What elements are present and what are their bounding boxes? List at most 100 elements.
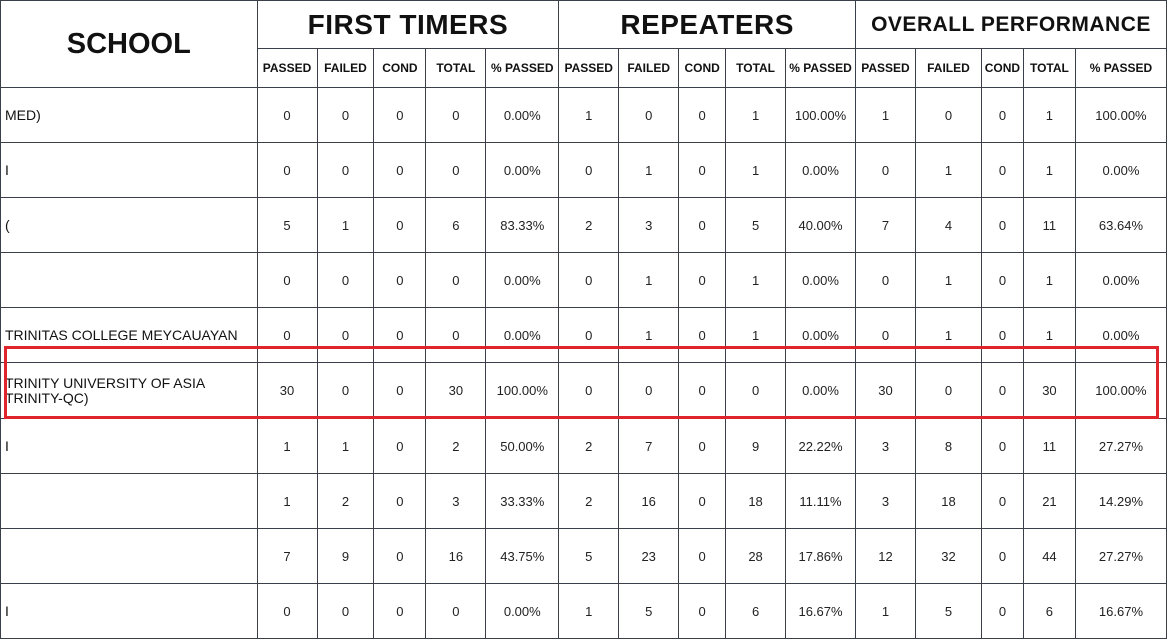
value-cell: 0.00%: [785, 252, 856, 308]
value-cell: 100.00%: [1074, 87, 1167, 143]
school-name-line: (: [5, 216, 10, 233]
table-row: (5 1 0 6 83.33% 2 3 0 5 40.00% 7 4 0 11 63.64%: [0, 197, 1167, 253]
value-cell: 5: [558, 528, 620, 584]
value-cell: 0: [618, 87, 680, 143]
value-cell: 16: [425, 528, 487, 584]
value-cell: 1: [725, 252, 787, 308]
value-cell: 0: [316, 583, 375, 639]
school-name-cell: MED): [0, 87, 258, 143]
value-cell: 1: [914, 252, 982, 308]
value-cell: 40.00%: [785, 197, 856, 253]
group-header-overall-performance: OVERALL PERFORMANCE: [855, 0, 1167, 49]
value-cell: 0: [980, 87, 1024, 143]
value-cell: 11: [1022, 418, 1076, 474]
value-cell: 100.00%: [1074, 362, 1167, 419]
sub-column-header: COND: [678, 48, 727, 88]
school-name-cell: I: [0, 583, 258, 639]
value-cell: 0: [980, 307, 1024, 363]
value-cell: 0.00%: [485, 583, 560, 639]
value-cell: 0: [558, 252, 620, 308]
value-cell: 1: [725, 142, 787, 198]
value-cell: 0: [373, 142, 427, 198]
sub-column-header: COND: [373, 48, 427, 88]
school-name-line: I: [5, 437, 9, 454]
value-cell: 0: [678, 252, 727, 308]
school-name-cell: [0, 473, 258, 529]
sub-column-header: TOTAL: [425, 48, 487, 88]
value-cell: 9: [316, 528, 375, 584]
value-cell: 7: [855, 197, 916, 253]
table-row: 0 0 0 0 0.00% 0 1 0 1 0.00% 0 1 0 1 0.00%: [0, 252, 1167, 308]
value-cell: 1: [914, 307, 982, 363]
school-name-line: TRINITY UNIVERSITY OF ASIA: [5, 374, 206, 391]
value-cell: 1: [1022, 252, 1076, 308]
value-cell: 11: [1022, 197, 1076, 253]
value-cell: 23: [618, 528, 680, 584]
sub-column-header: COND: [980, 48, 1024, 88]
sub-column-header: % PASSED: [485, 48, 560, 88]
value-cell: 0: [373, 583, 427, 639]
value-cell: 3: [855, 418, 916, 474]
school-name-cell: [0, 528, 258, 584]
value-cell: 0: [558, 307, 620, 363]
value-cell: 0: [725, 362, 787, 419]
value-cell: 50.00%: [485, 418, 560, 474]
value-cell: 0: [316, 307, 375, 363]
value-cell: 0: [425, 307, 487, 363]
value-cell: 0: [678, 528, 727, 584]
value-cell: 0: [855, 307, 916, 363]
value-cell: 0: [678, 473, 727, 529]
table-row: I 0 0 0 0 0.00% 1 5 0 6 16.67% 1 5 0 6 16.67%: [0, 583, 1167, 639]
value-cell: 0: [980, 142, 1024, 198]
value-cell: 0: [855, 252, 916, 308]
sub-column-header: PASSED: [558, 48, 620, 88]
value-cell: 8: [914, 418, 982, 474]
value-cell: 2: [558, 473, 620, 529]
value-cell: 0: [373, 528, 427, 584]
table-row: 7 9 0 16 43.75% 5 23 0 28 17.86% 12 32 0 44 27.27%: [0, 528, 1167, 584]
value-cell: 1: [1022, 307, 1076, 363]
value-cell: 0.00%: [485, 142, 560, 198]
value-cell: 0: [425, 252, 487, 308]
value-cell: 6: [1022, 583, 1076, 639]
value-cell: 33.33%: [485, 473, 560, 529]
value-cell: 1: [618, 307, 680, 363]
value-cell: 0.00%: [785, 307, 856, 363]
sub-column-header: FAILED: [914, 48, 982, 88]
value-cell: 6: [725, 583, 787, 639]
school-name-line: TRINITY-QC): [5, 389, 89, 406]
value-cell: 0.00%: [485, 87, 560, 143]
sub-column-header: FAILED: [618, 48, 680, 88]
value-cell: 0: [373, 307, 427, 363]
value-cell: 14.29%: [1074, 473, 1167, 529]
value-cell: 2: [316, 473, 375, 529]
group-header-repeaters: REPEATERS: [558, 0, 856, 49]
value-cell: 18: [914, 473, 982, 529]
value-cell: 0.00%: [1074, 307, 1167, 363]
value-cell: 1: [855, 583, 916, 639]
value-cell: 0: [855, 142, 916, 198]
value-cell: 0: [678, 197, 727, 253]
value-cell: 5: [914, 583, 982, 639]
value-cell: 21: [1022, 473, 1076, 529]
value-cell: 2: [558, 418, 620, 474]
value-cell: 1: [618, 252, 680, 308]
value-cell: 28: [725, 528, 787, 584]
value-cell: 0: [678, 362, 727, 419]
value-cell: 0.00%: [1074, 252, 1167, 308]
value-cell: 0: [256, 142, 318, 198]
value-cell: 0.00%: [485, 252, 560, 308]
sub-column-header: PASSED: [855, 48, 916, 88]
value-cell: 0: [980, 197, 1024, 253]
school-name-cell: I: [0, 142, 258, 198]
sub-column-header: % PASSED: [785, 48, 856, 88]
value-cell: 7: [618, 418, 680, 474]
value-cell: 6: [425, 197, 487, 253]
value-cell: 5: [618, 583, 680, 639]
value-cell: 18: [725, 473, 787, 529]
value-cell: 0: [914, 87, 982, 143]
value-cell: 16: [618, 473, 680, 529]
value-cell: 1: [914, 142, 982, 198]
value-cell: 0.00%: [785, 362, 856, 419]
value-cell: 44: [1022, 528, 1076, 584]
